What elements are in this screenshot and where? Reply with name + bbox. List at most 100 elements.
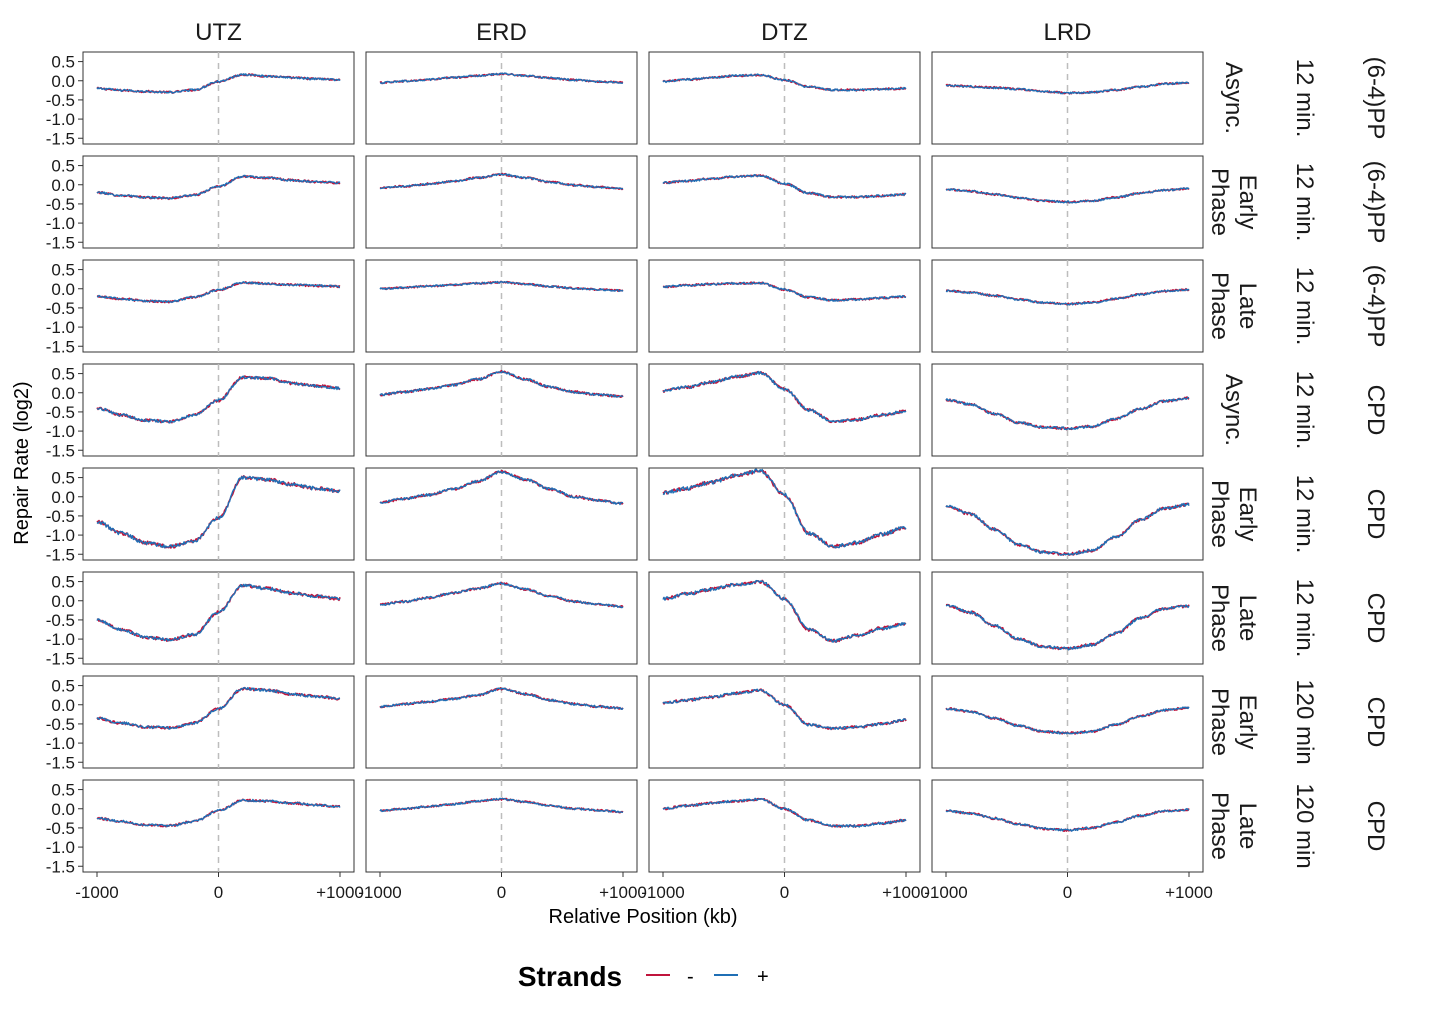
x-tick-label: -1000 bbox=[358, 883, 401, 902]
y-tick-label: -0.5 bbox=[46, 299, 75, 318]
y-tick-label: 0.5 bbox=[51, 469, 75, 488]
panel bbox=[82, 259, 355, 353]
column-label: DTZ bbox=[761, 19, 808, 46]
panel bbox=[648, 571, 921, 665]
panel bbox=[82, 467, 355, 561]
panel bbox=[931, 571, 1204, 665]
row-label-product: (6-4)PP bbox=[1362, 57, 1389, 140]
row-label-time: 12 min. bbox=[1291, 59, 1318, 138]
y-tick-label: -1.0 bbox=[46, 526, 75, 545]
row-label-phase: Async. bbox=[1220, 374, 1247, 446]
row-label-time: 12 min. bbox=[1291, 579, 1318, 658]
column-label: UTZ bbox=[195, 19, 242, 46]
series-line-plus bbox=[662, 281, 907, 302]
row-label-phase: LatePhase bbox=[1206, 584, 1261, 652]
panel bbox=[365, 779, 638, 873]
series-line-plus bbox=[379, 797, 624, 813]
y-tick-label: -0.5 bbox=[46, 195, 75, 214]
y-tick-label: 0.5 bbox=[51, 365, 75, 384]
y-tick-label: 0.5 bbox=[51, 677, 75, 696]
series-line-plus bbox=[379, 370, 624, 398]
series-line-plus bbox=[96, 375, 341, 424]
y-tick-label: -1.0 bbox=[46, 630, 75, 649]
row-label-time: 12 min. bbox=[1291, 163, 1318, 242]
row-label-time: 120 min bbox=[1291, 679, 1318, 764]
legend: Strands - + bbox=[518, 961, 769, 992]
x-tick-label: +1000 bbox=[316, 883, 364, 902]
panel bbox=[82, 675, 355, 769]
series-line-plus bbox=[379, 72, 624, 85]
x-tick-label: +1000 bbox=[1165, 883, 1213, 902]
y-tick-label: -0.5 bbox=[46, 91, 75, 110]
row-label-time: 12 min. bbox=[1291, 475, 1318, 554]
row-facet-labels: Async. 12 min. (6-4)PP EarlyPhase 12 min. (6-… bbox=[1206, 57, 1389, 869]
y-tick-label: 0.5 bbox=[51, 573, 75, 592]
y-tick-label: 0.0 bbox=[51, 488, 75, 507]
panel bbox=[931, 51, 1204, 145]
row-label-product: (6-4)PP bbox=[1362, 161, 1389, 244]
panel bbox=[82, 571, 355, 665]
x-tick-label: 0 bbox=[780, 883, 789, 902]
row-label-time: 12 min. bbox=[1291, 267, 1318, 346]
x-axis: -1000 0 +1000-1000 0 +1000-1000 0 +1000-1000 0 +… bbox=[75, 872, 1213, 902]
y-tick-label: -1.5 bbox=[46, 441, 75, 460]
panel bbox=[82, 779, 355, 873]
series-line-plus bbox=[945, 288, 1190, 306]
panel bbox=[365, 155, 638, 249]
panel bbox=[648, 467, 921, 561]
panel bbox=[365, 259, 638, 353]
y-tick-label: 0.5 bbox=[51, 261, 75, 280]
panel bbox=[931, 155, 1204, 249]
y-tick-label: -1.5 bbox=[46, 753, 75, 772]
panel bbox=[365, 363, 638, 457]
y-tick-label: -1.0 bbox=[46, 838, 75, 857]
panel bbox=[648, 51, 921, 145]
series-line-plus bbox=[96, 798, 341, 828]
y-axis-title: Repair Rate (log2) bbox=[11, 381, 33, 544]
y-tick-label: -1.0 bbox=[46, 110, 75, 129]
row-label-product: CPD bbox=[1362, 593, 1389, 644]
panel bbox=[82, 51, 355, 145]
row-label-phase: LatePhase bbox=[1206, 792, 1261, 860]
x-tick-label: -1000 bbox=[75, 883, 118, 902]
series-line-plus bbox=[945, 502, 1190, 556]
row-label-phase: EarlyPhase bbox=[1206, 688, 1261, 756]
series-line-plus bbox=[945, 807, 1190, 832]
series-line-plus bbox=[96, 583, 341, 642]
y-tick-label: -0.5 bbox=[46, 403, 75, 422]
y-tick-label: -1.5 bbox=[46, 545, 75, 564]
row-label-phase: Async. bbox=[1220, 62, 1247, 134]
series-line-plus bbox=[96, 73, 341, 94]
series-line-minus bbox=[379, 369, 624, 399]
y-tick-label: -0.5 bbox=[46, 819, 75, 838]
series-line-plus bbox=[945, 604, 1190, 651]
column-facet-labels: UTZ ERD DTZ LRD bbox=[195, 19, 1091, 46]
panel bbox=[648, 259, 921, 353]
panel bbox=[648, 675, 921, 769]
y-tick-label: -1.5 bbox=[46, 233, 75, 252]
y-tick-label: 0.0 bbox=[51, 72, 75, 91]
row-label-phase: EarlyPhase bbox=[1206, 480, 1261, 548]
y-tick-label: -1.5 bbox=[46, 337, 75, 356]
row-label-phase: LatePhase bbox=[1206, 272, 1261, 340]
x-tick-label: +1000 bbox=[882, 883, 930, 902]
y-tick-label: -1.5 bbox=[46, 129, 75, 148]
x-axis-title: Relative Position (kb) bbox=[549, 906, 738, 928]
panel bbox=[648, 155, 921, 249]
row-label-time: 12 min. bbox=[1291, 371, 1318, 450]
y-tick-label: 0.5 bbox=[51, 157, 75, 176]
series-line-plus bbox=[662, 797, 907, 828]
series-line-plus bbox=[946, 187, 1190, 204]
y-tick-label: -1.5 bbox=[46, 649, 75, 668]
y-tick-label: -1.5 bbox=[46, 857, 75, 876]
panel bbox=[365, 51, 638, 145]
row-label-product: (6-4)PP bbox=[1362, 265, 1389, 348]
y-tick-label: 0.5 bbox=[51, 781, 75, 800]
legend-title: Strands bbox=[518, 961, 622, 992]
panel bbox=[365, 467, 638, 561]
x-tick-label: -1000 bbox=[924, 883, 967, 902]
row-label-product: CPD bbox=[1362, 385, 1389, 436]
y-tick-label: 0.0 bbox=[51, 800, 75, 819]
series-line-plus bbox=[379, 173, 624, 190]
